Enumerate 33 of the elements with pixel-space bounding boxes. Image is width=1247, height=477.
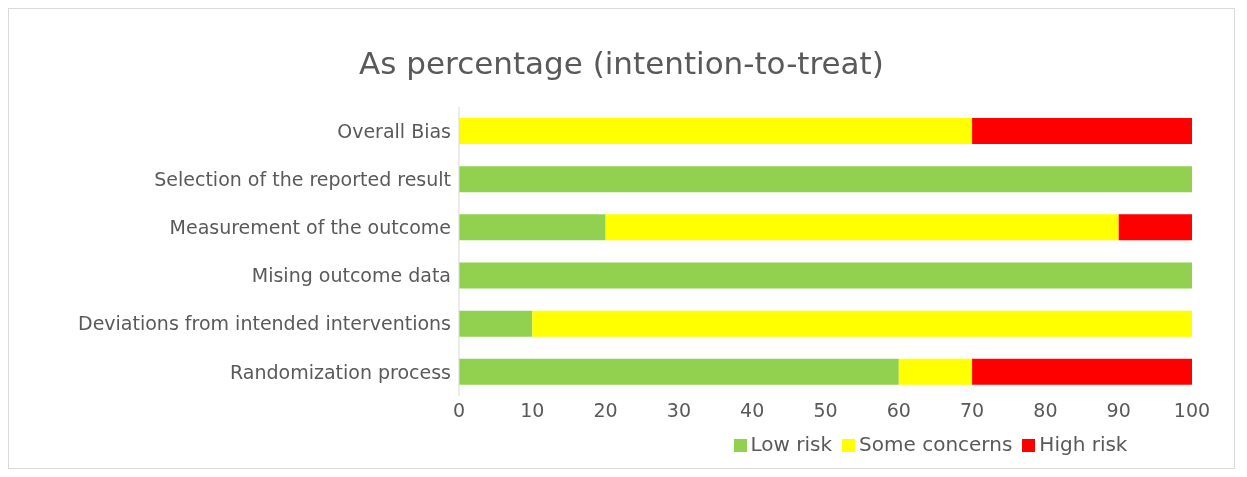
bar — [1118, 214, 1192, 241]
bar — [972, 358, 1192, 385]
x-tick-label: 40 — [740, 399, 765, 422]
x-tick-label: 70 — [960, 399, 985, 422]
x-tick-label: 10 — [520, 399, 545, 422]
bar — [605, 214, 1119, 241]
chart-title: As percentage (intention-to-treat) — [358, 44, 885, 83]
bar — [459, 166, 1192, 193]
y-tick-label: Mising outcome data — [251, 264, 451, 287]
bar — [898, 358, 973, 385]
bar — [532, 310, 1192, 337]
x-tick-label: 0 — [452, 399, 466, 422]
legend-label: Low risk — [750, 432, 833, 456]
legend-label: Some concerns — [859, 432, 1013, 456]
x-tick-label: 80 — [1033, 399, 1058, 422]
y-tick-label: Randomization process — [229, 360, 451, 383]
bar — [459, 214, 606, 241]
bar — [459, 118, 973, 144]
x-tick-label: 60 — [886, 399, 911, 422]
bar — [459, 310, 533, 337]
x-tick-label: 50 — [813, 399, 838, 422]
x-tick-label: 100 — [1173, 399, 1211, 422]
y-tick-label: Deviations from intended interventions — [78, 312, 451, 335]
bar — [972, 118, 1192, 144]
x-tick-label: 30 — [666, 399, 691, 422]
bar — [459, 262, 1192, 289]
y-tick-label: Selection of the reported result — [154, 167, 451, 190]
y-tick-label: Measurement of the outcome — [169, 216, 451, 239]
x-tick-label: 90 — [1106, 399, 1131, 422]
y-tick-label: Overall Bias — [337, 119, 451, 142]
legend-label: High risk — [1039, 432, 1128, 456]
x-tick-label: 20 — [593, 399, 618, 422]
bar — [459, 358, 899, 385]
